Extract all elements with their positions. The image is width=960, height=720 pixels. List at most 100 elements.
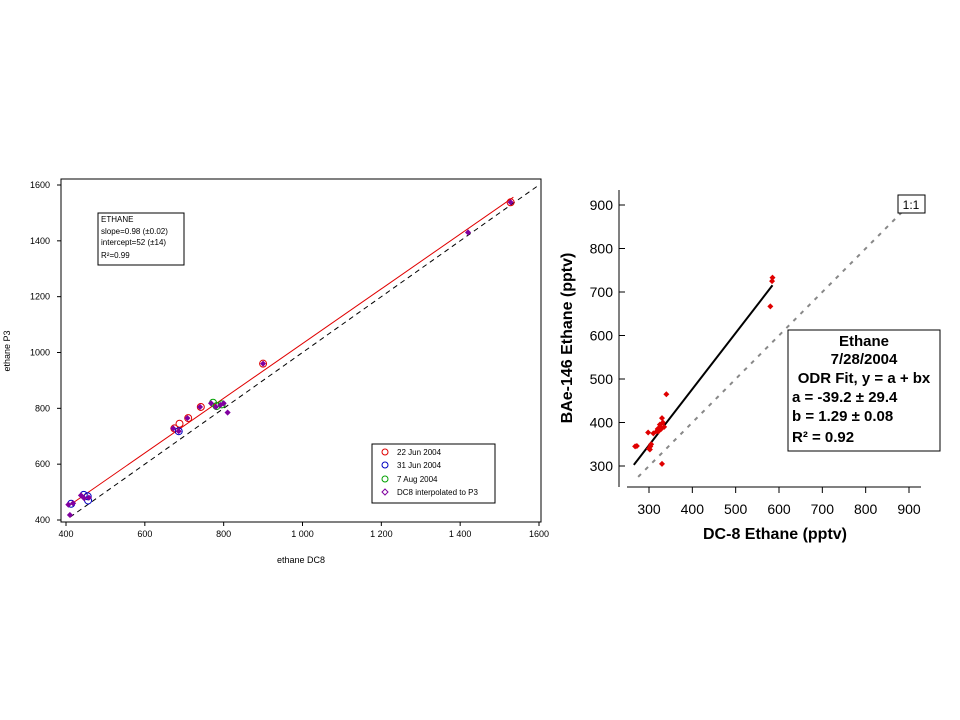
left-point xyxy=(70,500,77,507)
left-point xyxy=(66,511,74,519)
right-point xyxy=(645,429,652,436)
right-y-axis-label: BAe-146 Ethane (pptv) xyxy=(559,253,576,424)
left-y-tick-label: 1200 xyxy=(30,292,50,302)
left-one-to-one-line xyxy=(69,185,539,518)
left-point xyxy=(196,403,204,411)
right-x-tick-label: 500 xyxy=(724,501,748,517)
right-y-tick-label: 900 xyxy=(590,197,614,213)
left-stats-slope: slope=0.98 (±0.02) xyxy=(101,227,168,236)
right-data-points xyxy=(632,274,776,467)
left-y-tick-label: 1400 xyxy=(30,236,50,246)
left-point xyxy=(260,360,267,367)
right-one-to-one-line xyxy=(637,206,908,478)
right-point xyxy=(663,391,670,398)
left-x-tick-label: 1 000 xyxy=(291,529,314,539)
right-y-tick-label: 400 xyxy=(590,415,614,431)
left-point xyxy=(507,199,514,206)
right-y-tick-label: 500 xyxy=(590,371,614,387)
right-point xyxy=(633,442,640,449)
left-y-tick-label: 1000 xyxy=(30,348,50,358)
right-point xyxy=(661,423,668,430)
left-plot-frame xyxy=(60,178,542,523)
left-y-tick-label: 400 xyxy=(35,515,50,525)
right-stats-date: 7/28/2004 xyxy=(831,351,898,368)
right-stats-r2: R² = 0.92 xyxy=(792,429,854,446)
right-point xyxy=(648,441,655,448)
left-point xyxy=(506,198,515,207)
right-point xyxy=(659,460,665,467)
right-y-tick-label: 700 xyxy=(590,284,614,300)
left-stats-box: ETHANE slope=0.98 (±0.02) intercept=52 (… xyxy=(97,212,185,266)
left-point xyxy=(464,229,472,236)
left-point xyxy=(207,400,215,407)
left-point xyxy=(212,403,219,411)
legend-label-7aug: 7 Aug 2004 xyxy=(397,475,438,484)
legend-marker-31jun xyxy=(381,461,389,469)
right-stats-title: Ethane xyxy=(839,333,889,350)
legend-label-dc8: DC8 interpolated to P3 xyxy=(397,488,478,497)
legend-marker-7aug xyxy=(381,475,389,483)
right-y-tick-label: 300 xyxy=(590,458,614,474)
right-stats-fit: ODR Fit, y = a + bx xyxy=(798,370,931,387)
left-stats-title: ETHANE xyxy=(101,215,133,224)
left-data-points xyxy=(65,198,515,519)
left-x-axis-label: ethane DC8 xyxy=(277,555,325,565)
right-stats-box: Ethane 7/28/2004 ODR Fit, y = a + bx a =… xyxy=(787,329,941,452)
right-x-tick-label: 800 xyxy=(854,501,878,517)
right-chart: 300 400 500 600 700 800 900 300 400 500 600 700 800… xyxy=(559,190,941,543)
left-point xyxy=(184,415,191,422)
left-point xyxy=(65,501,72,508)
legend-marker-22jun xyxy=(381,448,389,456)
legend-label-22jun: 22 Jun 2004 xyxy=(397,448,442,457)
left-point xyxy=(175,428,182,435)
left-point xyxy=(85,494,92,501)
left-point xyxy=(77,492,85,499)
right-x-tick-label: 300 xyxy=(637,501,661,517)
left-y-tick-label: 800 xyxy=(35,403,50,413)
right-x-axis-label: DC-8 Ethane (pptv) xyxy=(703,526,847,543)
right-reference-label: 1:1 xyxy=(903,198,920,212)
right-stats-b: b = 1.29 ± 0.08 xyxy=(792,408,893,425)
left-point xyxy=(259,359,268,368)
right-x-tick-label: 900 xyxy=(897,501,921,517)
right-fit-line xyxy=(633,284,774,466)
right-y-tick-label: 600 xyxy=(590,328,614,344)
left-point xyxy=(175,419,184,428)
left-y-axis-label: ethane P3 xyxy=(2,330,12,371)
left-y-tick-label: 600 xyxy=(35,459,50,469)
left-point xyxy=(81,495,88,502)
right-point xyxy=(659,419,666,426)
legend-marker-dc8 xyxy=(381,488,389,496)
right-x-tick-label: 700 xyxy=(811,501,835,517)
right-y-tick-label: 800 xyxy=(590,241,614,257)
left-y-tick-label: 1600 xyxy=(30,180,50,190)
left-x-tick-label: 1600 xyxy=(529,529,549,539)
right-stats-a: a = -39.2 ± 29.4 xyxy=(792,389,898,406)
right-point xyxy=(769,278,776,285)
left-x-tick-label: 800 xyxy=(216,529,231,539)
left-x-tick-label: 1 200 xyxy=(370,529,393,539)
left-x-ticks: 400 600 800 1 000 1 200 1 400 1600 xyxy=(58,522,549,539)
left-legend: 22 Jun 2004 31 Jun 2004 7 Aug 2004 DC8 i… xyxy=(371,443,496,504)
left-x-tick-label: 1 400 xyxy=(449,529,472,539)
left-point xyxy=(170,425,177,432)
legend-label-31jun: 31 Jun 2004 xyxy=(397,461,442,470)
left-stats-intercept: intercept=52 (±14) xyxy=(101,238,166,247)
right-x-tick-label: 400 xyxy=(681,501,705,517)
left-point xyxy=(220,400,227,407)
left-stats-r2: R²=0.99 xyxy=(101,251,130,260)
left-x-tick-label: 600 xyxy=(137,529,152,539)
left-fit-line xyxy=(67,196,514,507)
left-point xyxy=(224,409,231,416)
left-chart: 400 600 800 1 000 1 200 1 400 1600 400 600 800 10… xyxy=(2,178,549,565)
right-x-tick-label: 600 xyxy=(767,501,791,517)
right-x-ticks: 300 400 500 600 700 800 900 xyxy=(637,487,921,517)
right-point xyxy=(767,303,774,310)
right-point xyxy=(659,415,665,422)
right-point xyxy=(769,274,776,281)
left-point xyxy=(174,427,183,436)
right-y-ticks: 300 400 500 600 700 800 900 xyxy=(590,197,625,474)
right-reference-label-box: 1:1 xyxy=(897,194,926,214)
left-x-tick-label: 400 xyxy=(58,529,73,539)
